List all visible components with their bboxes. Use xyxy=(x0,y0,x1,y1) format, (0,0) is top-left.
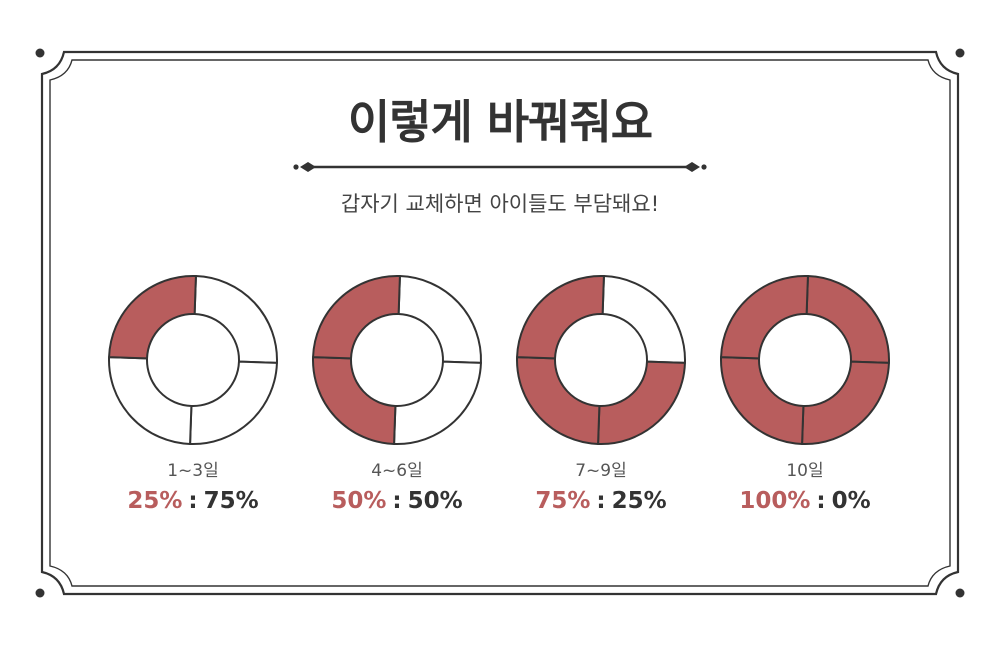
period-label: 7~9일 xyxy=(575,461,627,481)
period-label: 1~3일 xyxy=(167,461,219,481)
charts-row: 1~3일 25%:75% 4~6일 50%:50% 7~9일 75%:25% 1… xyxy=(0,270,1000,530)
page-title: 이렇게 바꿔줘요 xyxy=(347,95,653,149)
donut-chart-2: 4~6일 50%:50% xyxy=(297,270,497,520)
donut-segment-empty xyxy=(397,275,482,364)
donut-segment-filled xyxy=(720,356,805,445)
page-subtitle: 갑자기 교체하면 아이들도 부담돼요! xyxy=(340,192,660,216)
new-percent: 50% xyxy=(331,488,387,514)
period-label: 4~6일 xyxy=(371,461,423,481)
donut-segment-empty xyxy=(193,275,278,364)
donut-chart-3: 7~9일 75%:25% xyxy=(501,270,701,520)
donut-graphic xyxy=(108,275,278,445)
donut-segment-filled xyxy=(805,275,890,364)
period-label: 10일 xyxy=(786,461,824,481)
donut-chart-1: 1~3일 25%:75% xyxy=(93,270,293,520)
donut-segment-filled xyxy=(516,356,601,445)
donut-segment-filled xyxy=(108,275,197,360)
donut-segment-empty xyxy=(108,356,193,445)
ratio-separator: : xyxy=(816,488,826,514)
ratio-separator: : xyxy=(596,488,606,514)
donut-graphic xyxy=(312,275,482,445)
old-percent: 50% xyxy=(407,488,463,514)
donut-graphic xyxy=(720,275,890,445)
donut-segment-filled xyxy=(312,356,397,445)
new-percent: 25% xyxy=(127,488,183,514)
old-percent: 25% xyxy=(611,488,667,514)
ratio-separator: : xyxy=(392,488,402,514)
donut-segment-empty xyxy=(393,360,482,445)
ratio-label: 25%:75% xyxy=(93,486,293,516)
donut-segment-filled xyxy=(801,360,890,445)
ratio-separator: : xyxy=(188,488,198,514)
ratio-label: 75%:25% xyxy=(501,486,701,516)
old-percent: 75% xyxy=(203,488,259,514)
donut-segment-filled xyxy=(312,275,401,360)
new-percent: 100% xyxy=(739,488,811,514)
donut-segment-empty xyxy=(189,360,278,445)
donut-graphic xyxy=(516,275,686,445)
donut-segment-filled xyxy=(597,360,686,445)
ratio-label: 100%:0% xyxy=(705,486,905,516)
ratio-label: 50%:50% xyxy=(297,486,497,516)
donut-segment-empty xyxy=(601,275,686,364)
donut-segment-filled xyxy=(720,275,809,360)
donut-chart-4: 10일 100%:0% xyxy=(705,270,905,520)
old-percent: 0% xyxy=(831,488,871,514)
donut-segment-filled xyxy=(516,275,605,360)
title-divider xyxy=(293,162,707,172)
new-percent: 75% xyxy=(535,488,591,514)
